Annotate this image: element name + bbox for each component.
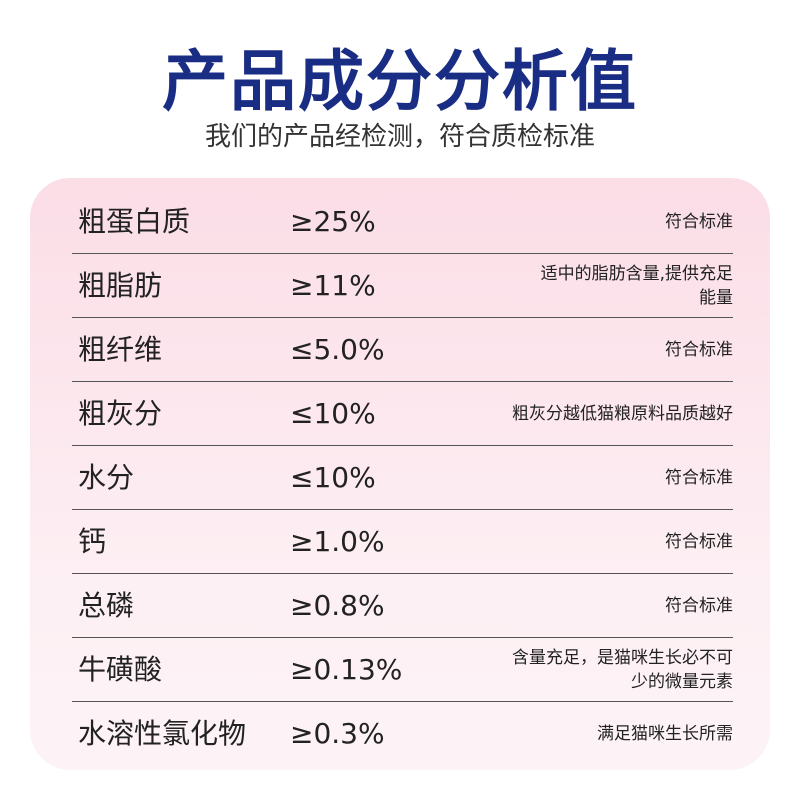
- nutrient-name: 钙: [78, 525, 107, 558]
- note-line: 满足猫咪生长所需: [597, 723, 733, 744]
- nutrient-name: 水分: [78, 461, 135, 494]
- table-row: 粗纤维 ≤5.0% 符合标准: [72, 318, 733, 382]
- nutrient-name: 粗蛋白质: [78, 205, 191, 238]
- table-row: 粗脂肪 ≥11% 适中的脂肪含量,提供充足能量: [72, 254, 733, 318]
- nutrient-name: 粗纤维: [78, 333, 163, 366]
- nutrient-name: 水溶性氯化物: [78, 717, 247, 750]
- nutrient-value: ≥11%: [290, 269, 376, 302]
- table-row: 水分 ≤10% 符合标准: [72, 446, 733, 510]
- nutrient-value: ≥25%: [290, 205, 376, 238]
- nutrient-name: 粗灰分: [78, 397, 163, 430]
- table-card: 粗蛋白质 ≥25% 符合标准 粗脂肪 ≥11% 适中的脂肪含量,提供充足 能量 粗纤维 ≤5.0…: [30, 178, 770, 770]
- note-line: 含量充足，是猫咪生长必不可: [512, 647, 733, 668]
- note: 粗灰分越低猫粮原料品质越好: [512, 382, 733, 445]
- nutrient-name: 牛磺酸: [78, 653, 163, 686]
- note: 符合标准: [665, 318, 733, 381]
- nutrient-value: ≥0.13%: [290, 653, 403, 686]
- nutrient-value: ≥0.3%: [290, 717, 385, 750]
- nutrient-value: ≥1.0%: [290, 525, 385, 558]
- note-line: 适中的脂肪含量,提供充足: [540, 263, 733, 284]
- note: 符合标准: [665, 510, 733, 573]
- note: 满足猫咪生长所需: [597, 702, 733, 765]
- note-line: 能量: [699, 287, 733, 308]
- note: 含量充足，是猫咪生长必不可少的微量元素: [512, 638, 733, 701]
- note-line: 少的微量元素: [631, 671, 733, 692]
- note-line: 符合标准: [665, 211, 733, 232]
- note: 符合标准: [665, 574, 733, 637]
- nutrient-name: 总磷: [78, 589, 135, 622]
- nutrient-value: ≥0.8%: [290, 589, 385, 622]
- table-row: 总磷 ≥0.8% 符合标准: [72, 574, 733, 638]
- table-row: 粗灰分 ≤10% 粗灰分越低猫粮原料品质越好: [72, 382, 733, 446]
- note-line: 符合标准: [665, 531, 733, 552]
- nutrient-value: ≤5.0%: [290, 333, 385, 366]
- subtitle: 我们的产品经检测，符合质检标准: [204, 122, 595, 152]
- note-line: 符合标准: [665, 467, 733, 488]
- note: 符合标准: [665, 190, 733, 253]
- table-row: 粗蛋白质 ≥25% 符合标准: [72, 190, 733, 254]
- note: 符合标准: [665, 446, 733, 509]
- note: 适中的脂肪含量,提供充足能量: [541, 254, 733, 317]
- nutrient-name: 粗脂肪: [78, 269, 163, 302]
- note-line: 粗灰分越低猫粮原料品质越好: [512, 403, 733, 424]
- note-line: 符合标准: [665, 595, 733, 616]
- note-line: 符合标准: [665, 339, 733, 360]
- table-row: 水溶性氯化物 ≥0.3% 满足猫咪生长所需: [72, 702, 733, 765]
- title: 产品成分分析值: [162, 43, 638, 120]
- table-row: 钙 ≥1.0% 符合标准: [72, 510, 733, 574]
- nutrient-value: ≤10%: [290, 397, 376, 430]
- table-row: 牛磺酸 ≥0.13% 含量充足，是猫咪生长必不可少的微量元素: [72, 638, 733, 702]
- nutrient-value: ≤10%: [290, 461, 376, 494]
